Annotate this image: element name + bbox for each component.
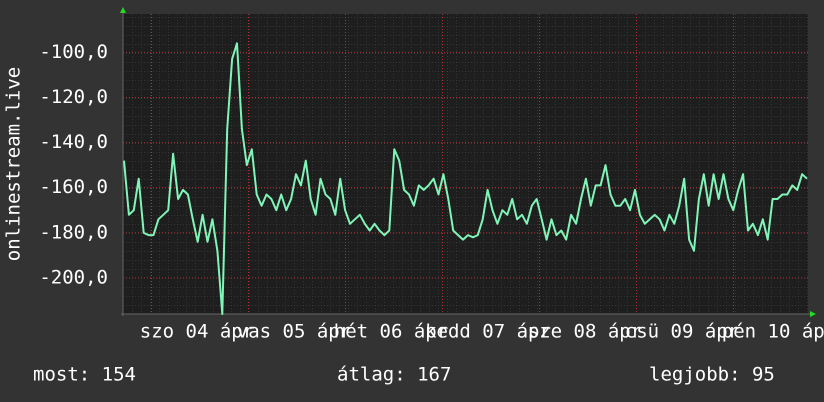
y-axis-label: onlinestream.live bbox=[3, 67, 25, 261]
x-tick-label: pén 10 ápr bbox=[722, 321, 824, 343]
y-arrow bbox=[120, 7, 126, 13]
y-tick-label: -180,0 bbox=[39, 221, 108, 243]
y-tick-label: -140,0 bbox=[39, 131, 108, 153]
footer-current: most: 154 bbox=[33, 364, 136, 386]
x-tick-label: csü 09 ápr bbox=[625, 321, 739, 343]
minor-grid bbox=[123, 14, 808, 314]
x-tick-label: szo 04 ápr bbox=[140, 321, 254, 343]
y-tick-label: -200,0 bbox=[39, 266, 108, 288]
x-tick-label: vas 05 ápr bbox=[237, 321, 351, 343]
footer-max: legjobb: 95 bbox=[649, 364, 775, 386]
x-tick-label: kedd 07 ápr bbox=[425, 321, 551, 343]
y-tick-label: -100,0 bbox=[39, 41, 108, 63]
data-line bbox=[123, 42, 808, 315]
y-tick-label: -160,0 bbox=[39, 176, 108, 198]
footer: most: 154 átlag: 167 legjobb: 95 bbox=[33, 364, 775, 386]
x-tick-label: hét 06 ápr bbox=[334, 321, 448, 343]
x-arrow bbox=[810, 311, 816, 317]
footer-average: átlag: 167 bbox=[337, 364, 451, 386]
y-tick-label: -120,0 bbox=[39, 86, 108, 108]
x-tick-label: sze 08 ápr bbox=[528, 321, 642, 343]
